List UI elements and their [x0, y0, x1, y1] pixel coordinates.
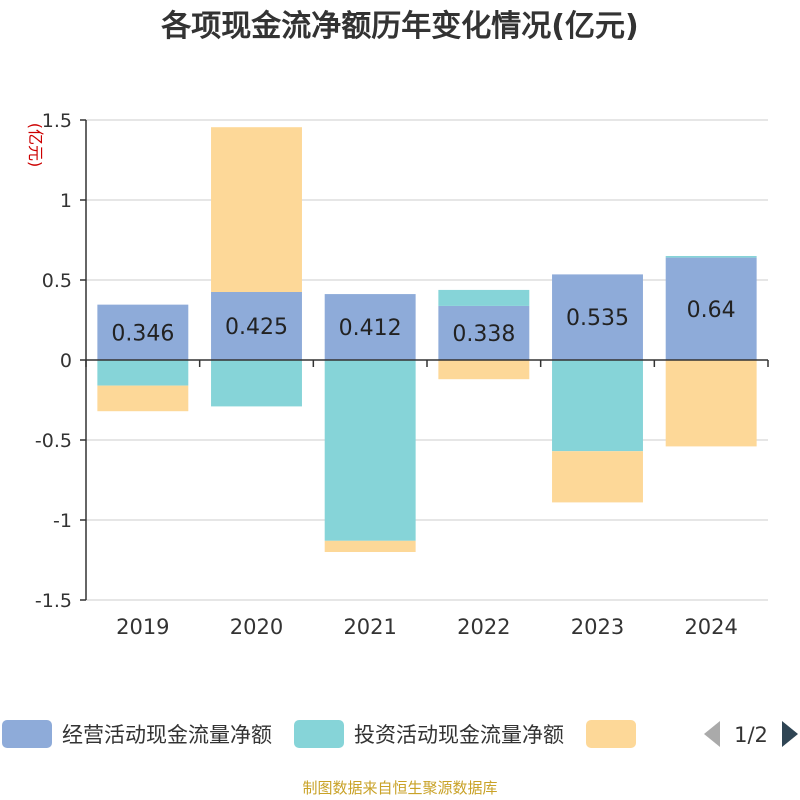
y-tick-label: -1.5	[35, 590, 72, 612]
bar-series2-2021	[324, 540, 416, 552]
bar-series0-2022	[438, 305, 530, 360]
x-tick-label: 2020	[230, 615, 283, 639]
chart-title: 各项现金流净额历年变化情况(亿元)	[160, 9, 638, 44]
bar-series0-2020	[211, 292, 302, 360]
x-tick-label: 2021	[343, 615, 396, 639]
bar-series2-2020	[211, 127, 302, 292]
y-tick-label: 0	[60, 350, 72, 372]
bar-series1-2024	[665, 256, 757, 258]
y-tick-label: 1.5	[42, 110, 72, 132]
bar-series2-2024	[665, 360, 757, 447]
bars	[97, 127, 757, 552]
x-tick-label: 2019	[116, 615, 169, 639]
legend-label-1: 投资活动现金流量净额	[354, 723, 564, 747]
bar-series0-2023	[552, 274, 643, 360]
y-tick-label: -1	[53, 510, 72, 532]
data-labels: 1.5 1 0.5 0 -0.5 -1 -1.5 0.346 2019 0.425 2020 0.41…	[35, 110, 738, 639]
legend-swatch-1	[294, 720, 344, 748]
legend-next-arrow-icon	[782, 721, 798, 747]
bar-series1-2023	[552, 360, 643, 452]
bar-series1-2021	[324, 360, 416, 541]
y-tick-label: -0.5	[35, 430, 72, 452]
y-tick-label: 1	[60, 190, 72, 212]
x-tick-label: 2022	[457, 615, 510, 639]
data-label: 0.64	[687, 298, 736, 323]
y-axis-label: (亿元)	[26, 123, 45, 168]
bar-series0-2024	[665, 257, 757, 360]
data-label: 0.338	[452, 322, 515, 347]
bar-series0-2021	[324, 294, 416, 360]
x-tick-label: 2023	[571, 615, 624, 639]
data-label: 0.425	[225, 315, 288, 340]
bar-series1-2020	[211, 360, 302, 407]
axes	[80, 119, 769, 601]
legend-label-0: 经营活动现金流量净额	[62, 723, 272, 747]
bar-series0-2019	[97, 304, 189, 360]
legend-page-indicator: 1/2	[734, 723, 768, 747]
grid-lines	[86, 119, 768, 601]
data-label: 0.346	[111, 321, 174, 346]
legend-swatch-2	[586, 720, 636, 748]
footer-source: 制图数据来自恒生聚源数据库	[302, 779, 497, 797]
legend: 经营活动现金流量净额 投资活动现金流量净额 1/2	[2, 720, 798, 748]
legend-prev-arrow-icon	[704, 721, 720, 747]
data-label: 0.535	[566, 306, 629, 331]
bar-series1-2022	[438, 289, 530, 306]
bar-series2-2022	[438, 360, 530, 380]
data-label: 0.412	[339, 316, 402, 341]
legend-swatch-0	[2, 720, 52, 748]
y-tick-label: 0.5	[42, 270, 72, 292]
bar-series1-2019	[97, 360, 189, 386]
bar-series2-2023	[552, 451, 643, 503]
bar-series2-2019	[97, 385, 189, 412]
x-tick-label: 2024	[684, 615, 737, 639]
